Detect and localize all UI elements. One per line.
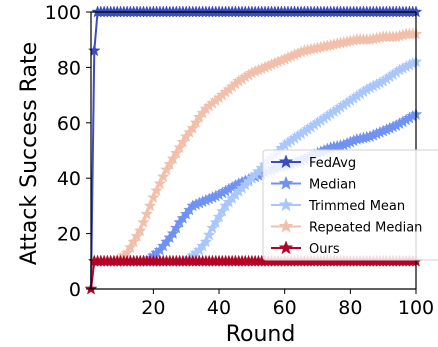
legend-swatch-marker	[278, 240, 294, 255]
legend-label: Trimmed Mean	[308, 199, 405, 214]
y-axis-title: Attack Success Rate	[17, 42, 42, 265]
legend: FedAvg Median Trimmed Mean Repeated Median O…	[262, 149, 438, 261]
marker-repeated-median	[153, 177, 167, 190]
x-tick-label: 20	[141, 297, 165, 319]
legend-item-median: Median	[271, 175, 356, 193]
legend-item-ours: Ours	[271, 240, 340, 257]
legend-box	[262, 149, 438, 261]
y-tick-label: 100	[45, 2, 81, 24]
x-axis-title: Round	[226, 322, 296, 347]
marker-repeated-median	[146, 190, 160, 204]
legend-swatch-marker	[278, 218, 294, 233]
marker-repeated-median	[133, 224, 147, 237]
x-tick-label: 100	[398, 297, 434, 319]
legend-label: Ours	[309, 242, 340, 257]
legend-item-fedavg: FedAvg	[271, 154, 356, 171]
y-tick-label: 0	[69, 279, 81, 301]
y-tick-label: 20	[57, 224, 81, 246]
marker-trimmed-mean	[199, 235, 213, 248]
marker-repeated-median	[150, 183, 164, 197]
legend-swatch-marker	[278, 197, 294, 212]
axes-layer: 0 20 40 60 80 100 20 40 60 80 100 Round Attack Succe…	[17, 2, 434, 347]
x-tick-label: 40	[207, 297, 231, 319]
legend-label: Repeated Median	[309, 221, 422, 236]
legend-label: FedAvg	[309, 156, 356, 171]
legend-item-repeated-median: Repeated Median	[271, 218, 422, 236]
y-tick-label: 80	[57, 57, 81, 79]
marker-fedavg	[87, 44, 101, 57]
legend-swatch-marker	[278, 175, 294, 190]
x-tick-label: 60	[273, 297, 297, 319]
marker-repeated-median	[140, 207, 154, 220]
marker-trimmed-mean	[202, 228, 216, 241]
legend-item-trimmed-mean: Trimmed Mean	[271, 197, 405, 214]
series-ours	[84, 254, 423, 295]
y-tick-label: 40	[57, 168, 81, 190]
y-tick-label: 60	[57, 113, 81, 135]
marker-repeated-median	[143, 199, 157, 212]
legend-swatch-marker	[278, 154, 294, 169]
x-tick-label: 80	[338, 297, 362, 319]
legend-label: Median	[309, 178, 356, 193]
marker-repeated-median	[137, 215, 150, 228]
marker-repeated-median	[156, 170, 170, 183]
